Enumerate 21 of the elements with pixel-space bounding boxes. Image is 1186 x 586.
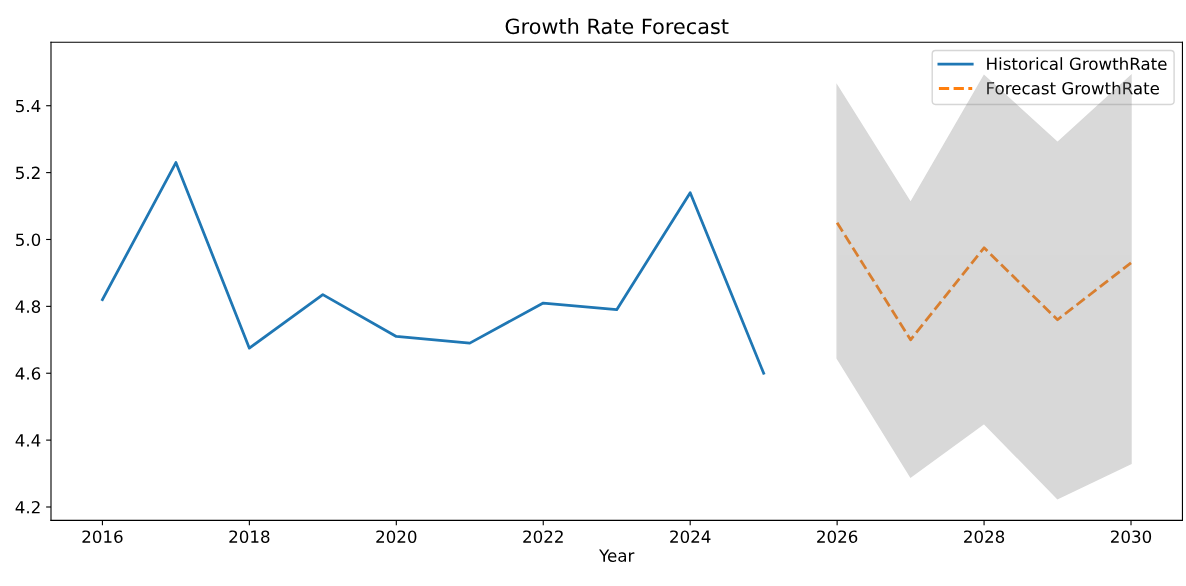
y-tick-label: 4.8 — [15, 300, 41, 313]
y-tick-label: 4.2 — [15, 500, 40, 514]
x-tick-label: 2030 — [1111, 530, 1152, 543]
x-tick-label: 2018 — [229, 530, 270, 543]
x-tick-label: 2028 — [964, 530, 1005, 543]
y-tick-label: 4.4 — [15, 434, 41, 447]
x-tick-label: 2026 — [817, 530, 858, 543]
legend-label: Forecast GrowthRate — [987, 81, 1159, 95]
x-tick-label: 2022 — [523, 530, 563, 543]
x-tick-label: 2020 — [376, 530, 417, 543]
x-axis-title: Year — [599, 549, 635, 562]
line-series — [835, 221, 1133, 342]
line-series — [101, 161, 766, 375]
y-tick-label: 5.4 — [16, 99, 41, 113]
x-tick-label: 2016 — [82, 530, 123, 543]
y-tick-label: 5.2 — [16, 166, 40, 180]
x-tick-label: 2024 — [670, 530, 711, 543]
chart-title: Growth Rate Forecast — [505, 18, 729, 35]
y-tick-label: 4.6 — [15, 367, 41, 380]
y-tick-label: 5.0 — [16, 233, 41, 247]
legend-label: Historical GrowthRate — [987, 57, 1167, 71]
